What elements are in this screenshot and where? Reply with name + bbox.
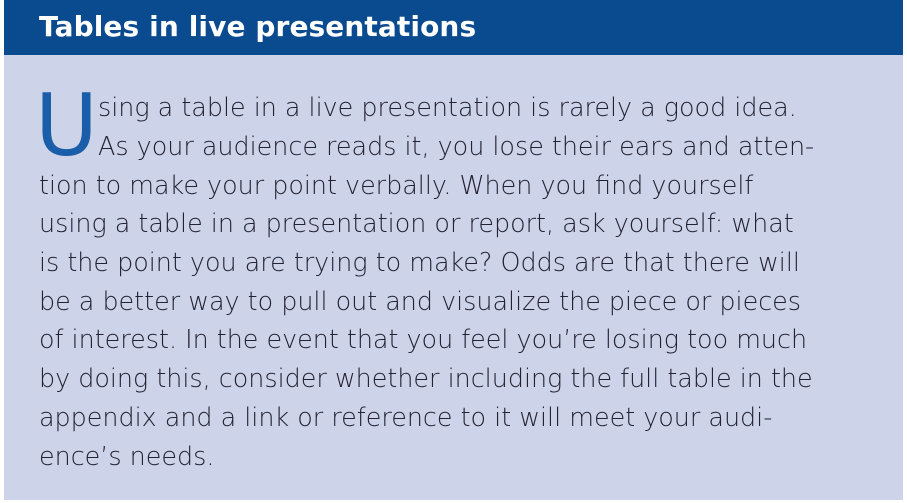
sidebar-box: Tables in live presentations U sing a ta… <box>4 0 903 500</box>
body-line-1: sing a table in a live presentation is r… <box>98 92 797 122</box>
drop-cap: U <box>35 76 98 176</box>
body-line-10: ence’s needs. <box>39 441 215 471</box>
body-line-5: is the point you are trying to make? Odd… <box>39 247 800 277</box>
body-line-8: by doing this, consider whether includin… <box>39 363 813 393</box>
body-line-4: using a table in a presentation or repor… <box>39 208 794 238</box>
box-title: Tables in live presentations <box>39 10 477 43</box>
body-line-9: appendix and a link or reference to it w… <box>39 402 773 432</box>
body-line-6: be a better way to pull out and visualiz… <box>39 286 802 316</box>
header-bar: Tables in live presentations <box>4 0 903 55</box>
body-line-7: of interest. In the event that you feel … <box>39 324 808 354</box>
body-line-3: tion to make your point verbally. When y… <box>39 170 754 200</box>
body-line-2: As your audience reads it, you lose thei… <box>98 131 815 161</box>
